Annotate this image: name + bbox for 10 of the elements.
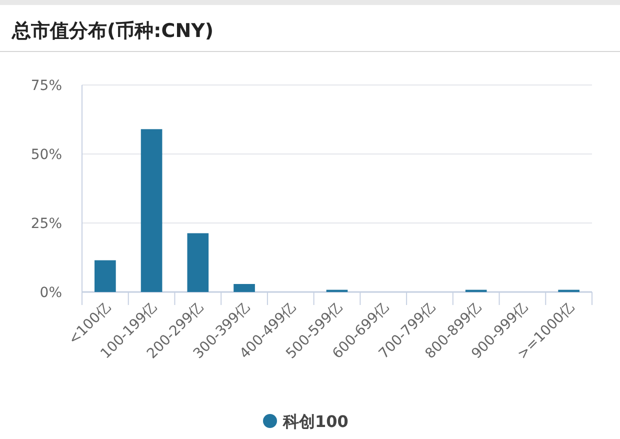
bar xyxy=(187,233,209,292)
bar xyxy=(234,284,255,292)
y-tick-label: 50% xyxy=(30,147,62,163)
bar xyxy=(94,260,116,292)
bar xyxy=(140,129,162,292)
chart-title: 总市值分布(币种:CNY) xyxy=(11,20,214,42)
y-tick-label: 75% xyxy=(30,78,62,94)
y-tick-label: 0% xyxy=(40,285,62,301)
legend-label: 科创100 xyxy=(282,412,348,431)
y-tick-label: 25% xyxy=(30,216,62,232)
